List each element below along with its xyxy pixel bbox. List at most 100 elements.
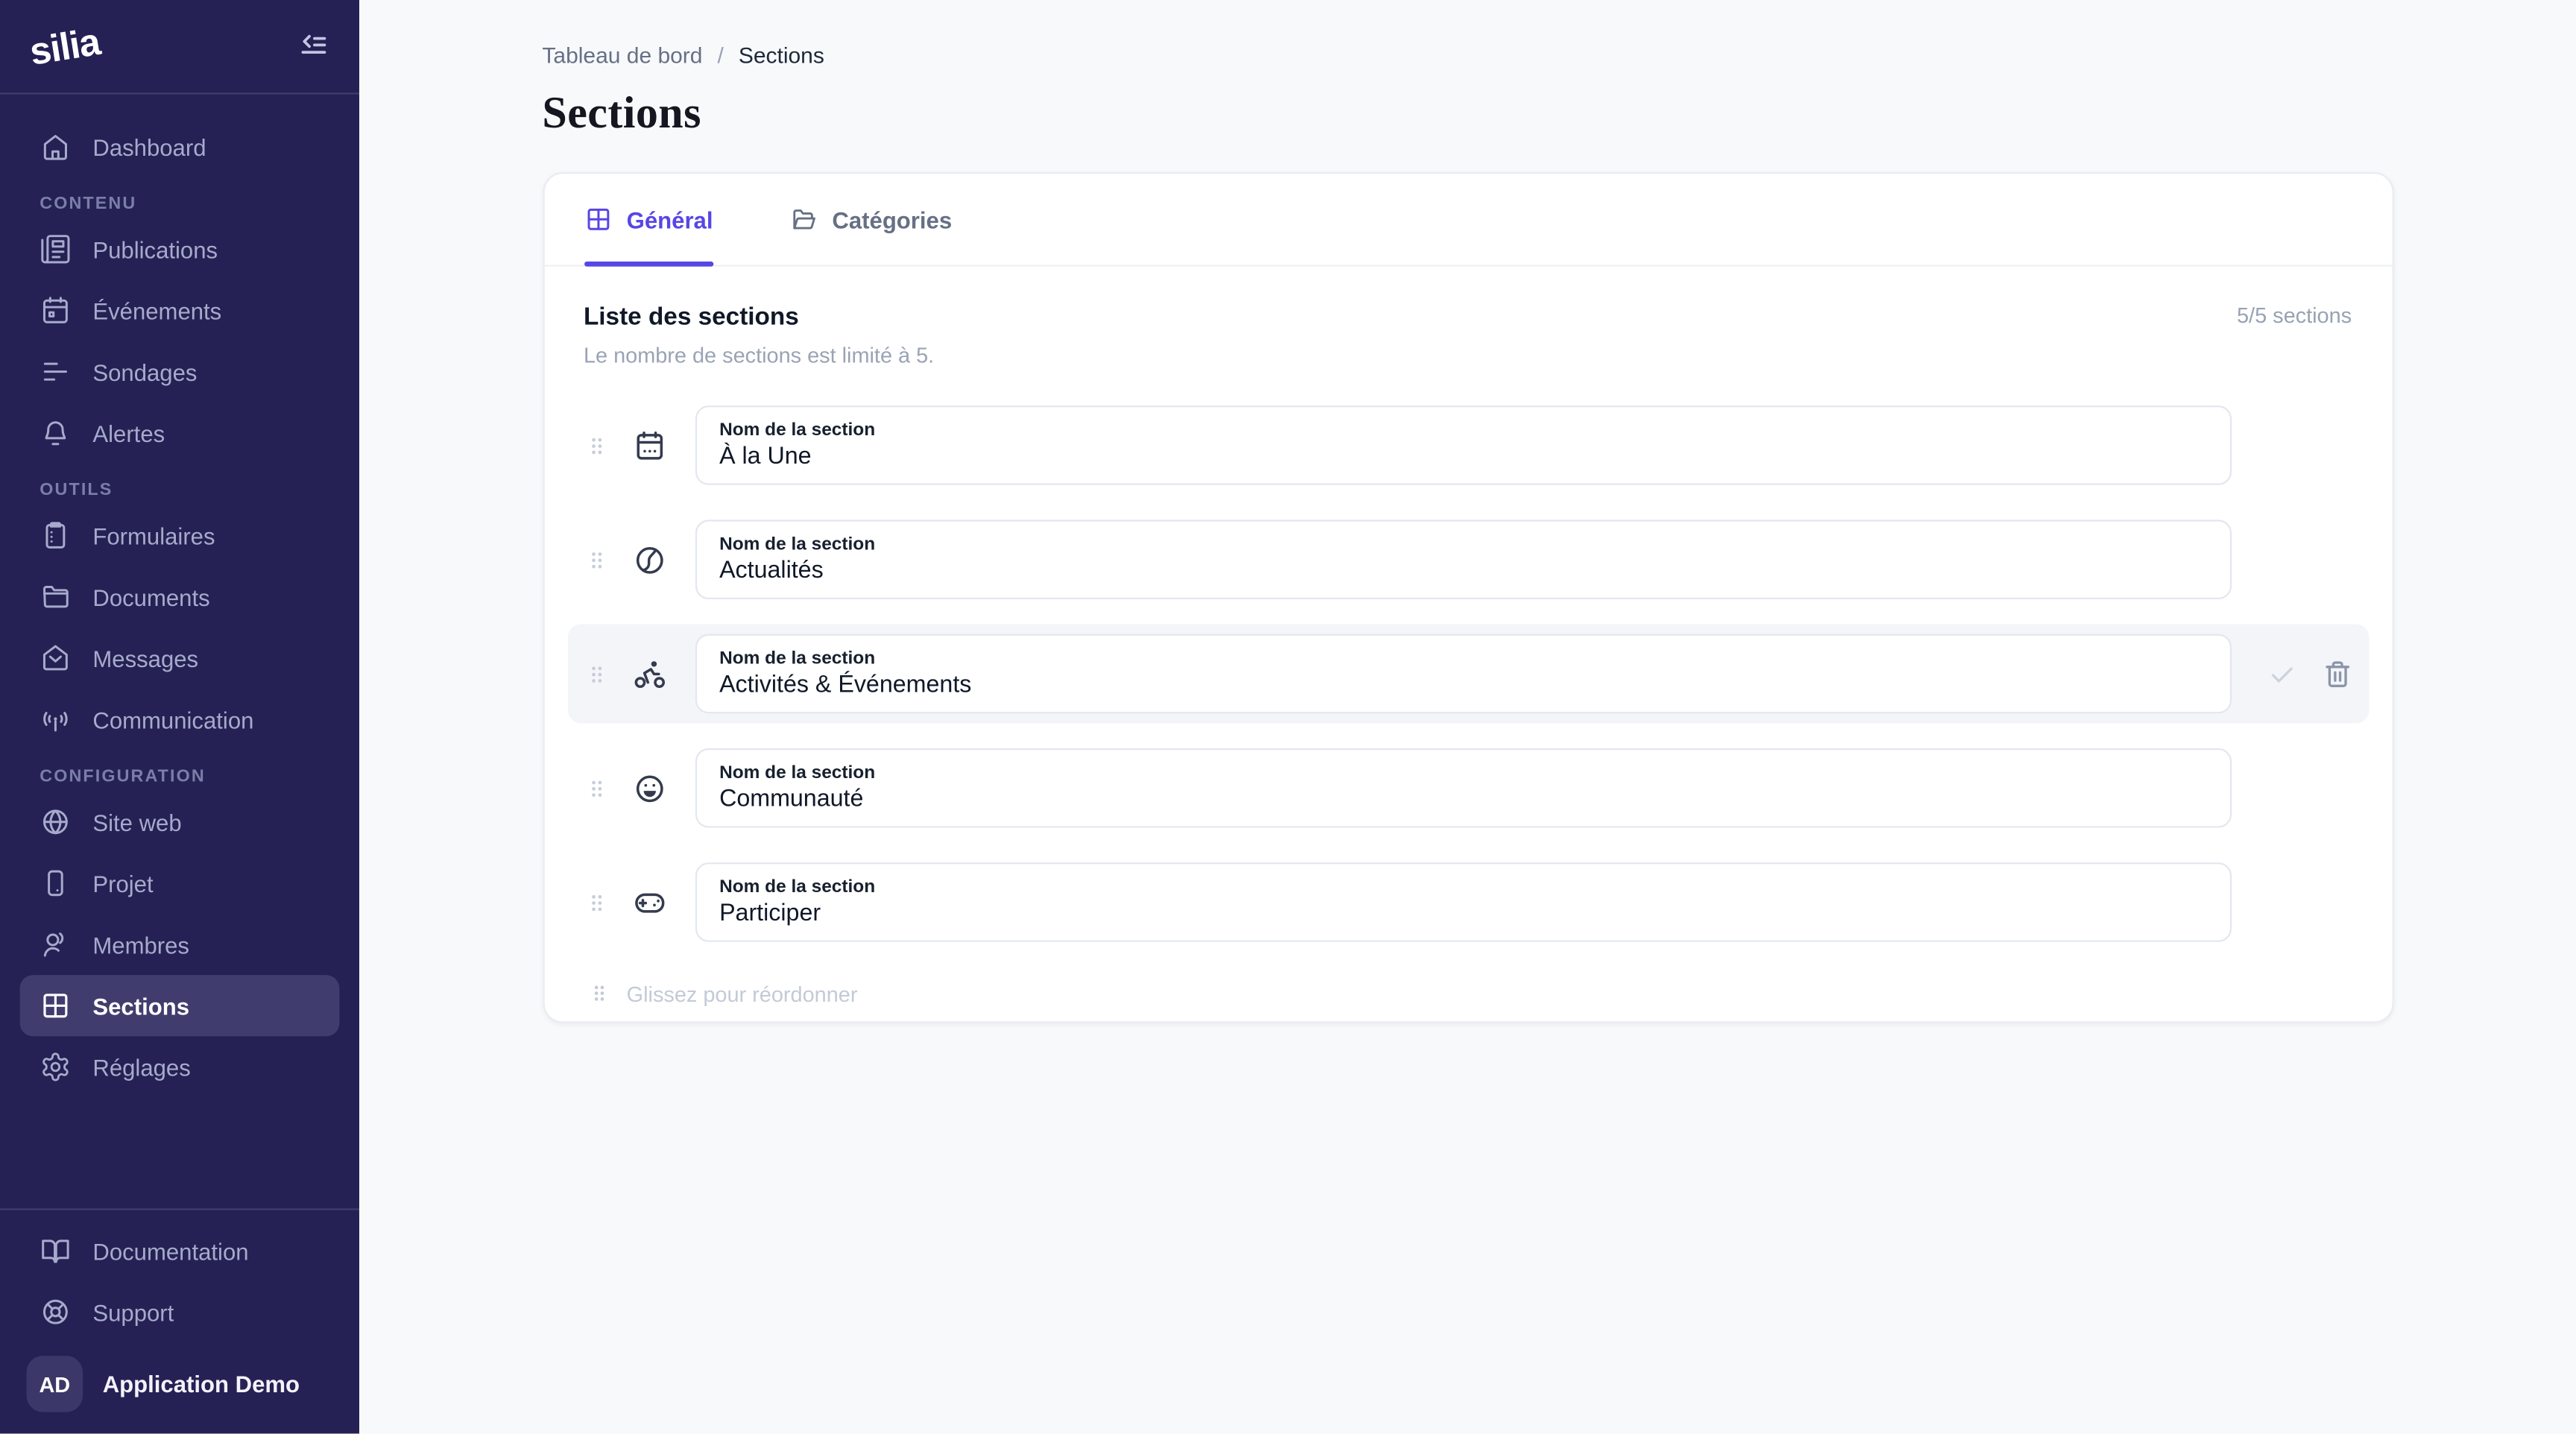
section-name-input[interactable]: Nom de la section À la Une [694,405,2231,485]
calendar-icon [40,294,71,326]
sections-list: Nom de la section À la Une [566,396,2369,952]
section-name-input[interactable]: Nom de la section Communauté [694,748,2231,828]
bike-icon [631,657,666,692]
field-label: Nom de la section [719,534,876,555]
grid-icon [40,990,71,1021]
field-label: Nom de la section [719,877,876,897]
gear-icon [40,1051,71,1082]
grid-icon [584,205,612,233]
drag-handle-icon[interactable] [584,429,608,461]
sidebar-item-label: Sections [92,992,190,1020]
section-name-input[interactable]: Nom de la section Actualités [694,519,2231,600]
tab-label: Général [626,206,713,233]
lifebuoy-icon [40,1296,71,1327]
field-value: À la Une [719,443,812,470]
sidebar-item-support[interactable]: Support [20,1281,340,1342]
sections-card: Général Catégories Liste des sections [542,171,2393,1023]
sidebar-item-documents[interactable]: Documents [20,566,340,628]
section-row-active: Nom de la section Activités & Événements [566,624,2369,724]
section-row: Nom de la section À la Une [567,396,2369,495]
gamepad-icon [631,885,666,920]
sidebar-item-site-web[interactable]: Site web [20,792,340,853]
sidebar-item-label: Support [92,1298,174,1325]
trash-icon[interactable] [2322,659,2352,689]
sidebar-footer: Documentation Support AD Application Dem… [0,1208,359,1433]
section-row: Nom de la section Communauté [567,739,2369,838]
breadcrumb-parent[interactable]: Tableau de bord [542,42,703,69]
app-logo[interactable]: silia [26,19,103,72]
sidebar-item-documentation[interactable]: Documentation [20,1220,340,1281]
panel-subtitle: Le nombre de sections est limité à 5. [583,342,935,368]
sidebar-item-projet[interactable]: Projet [20,853,340,914]
breadcrumb-current: Sections [738,42,824,69]
drag-handle-icon[interactable] [584,658,608,689]
collapse-sidebar-icon[interactable] [297,28,333,65]
sidebar-item-label: Alertes [92,420,165,446]
row-actions [2266,658,2352,689]
field-label: Nom de la section [719,762,876,783]
tab-label: Catégories [832,206,953,233]
folder-icon [40,581,71,613]
reorder-hint-text: Glissez pour réordonner [626,981,858,1006]
section-counter: 5/5 sections [2236,303,2352,328]
section-name-input[interactable]: Nom de la section Participer [694,862,2231,942]
sidebar-header: silia [0,0,359,95]
tab-categories[interactable]: Catégories [789,174,952,265]
sidebar-item-label: Communication [92,706,254,733]
reorder-hint: Glissez pour réordonner [584,979,2352,1008]
sidebar-item-alertes[interactable]: Alertes [20,402,340,464]
sidebar-item-label: Site web [92,809,182,836]
user-name: Application Demo [102,1371,300,1397]
sidebar-item-label: Projet [92,870,154,897]
mail-icon [40,642,71,674]
sidebar-item-membres[interactable]: Membres [20,914,340,975]
sidebar-item-formulaires[interactable]: Formulaires [20,505,340,566]
clipboard-icon [40,519,71,551]
poll-lines-icon [40,356,71,388]
sidebar-item-publications[interactable]: Publications [20,218,340,279]
section-row: Nom de la section Participer [567,853,2369,952]
sidebar-item-communication[interactable]: Communication [20,689,340,750]
earth-icon [631,542,666,577]
smiley-icon [631,771,666,806]
globe-icon [40,806,71,838]
sidebar-group-configuration: CONFIGURATION [40,766,206,787]
field-value: Activités & Événements [719,672,972,699]
home-icon [40,130,71,162]
sidebar-item-sondages[interactable]: Sondages [20,341,340,402]
drag-handle-icon[interactable] [584,886,608,917]
bell-icon [40,417,71,449]
sidebar-item-evenements[interactable]: Événements [20,279,340,341]
calendar-days-icon [631,428,666,463]
drag-handle-icon[interactable] [584,544,608,575]
sidebar-item-sections[interactable]: Sections [19,975,340,1037]
newspaper-icon [40,233,71,265]
main-area: Tableau de bord / Sections Sections Géné… [359,0,2576,1433]
tab-bar: Général Catégories [543,174,2392,267]
section-name-input[interactable]: Nom de la section Activités & Événements [694,634,2231,714]
confirm-check-icon[interactable] [2266,658,2297,689]
sidebar-item-label: Documents [92,583,210,610]
breadcrumb: Tableau de bord / Sections [542,43,2393,68]
sidebar-item-label: Sondages [92,358,198,385]
panel-title: Liste des sections [583,303,799,332]
field-value: Participer [719,900,821,927]
folder-open-icon [789,205,818,233]
sidebar-group-outils: OUTILS [40,480,113,500]
sidebar-item-label: Documentation [92,1237,249,1264]
field-label: Nom de la section [719,648,876,669]
drag-handle-icon[interactable] [584,772,608,803]
sidebar-item-messages[interactable]: Messages [20,628,340,689]
sidebar-item-label: Messages [92,645,199,672]
page-title: Sections [542,87,701,138]
sidebar-item-reglages[interactable]: Réglages [20,1036,340,1097]
sidebar-item-label: Formulaires [92,522,215,549]
tab-general[interactable]: Général [583,174,713,267]
sidebar-item-label: Événements [92,297,222,324]
user-menu[interactable]: AD Application Demo [20,1348,340,1433]
sidebar-item-label: Dashboard [92,133,206,160]
avatar: AD [26,1356,83,1412]
sidebar-item-dashboard[interactable]: Dashboard [20,116,340,177]
sidebar-group-contenu: CONTENU [40,193,137,214]
